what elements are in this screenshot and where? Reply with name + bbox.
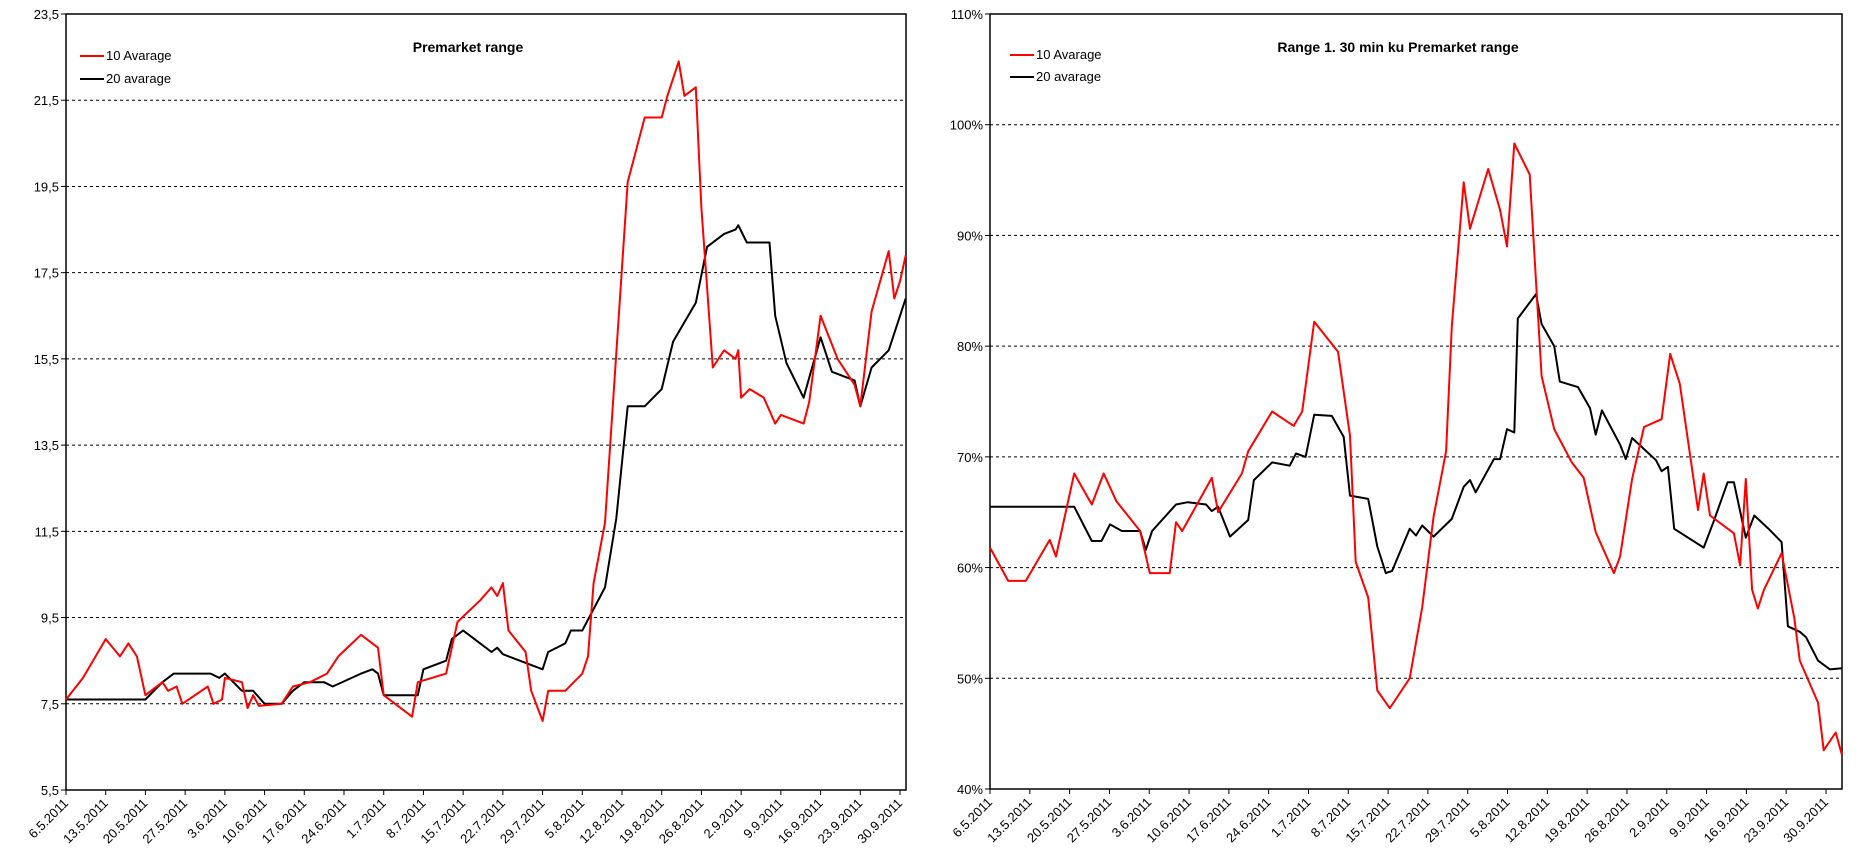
y-tick-label: 17,5	[34, 266, 59, 281]
plot-area-frame	[65, 13, 907, 791]
chart-title: Premarket range	[413, 39, 524, 55]
y-tick-label: 23,5	[34, 7, 59, 22]
y-tick-label: 11,5	[35, 524, 59, 539]
premarket-range-chart: 5,57,59,511,513,515,517,519,521,523,56.5…	[25, 7, 907, 846]
y-tick-label: 80%	[957, 339, 983, 354]
x-tick-label: 2.9.2011	[1626, 795, 1672, 841]
y-tick-label: 40%	[957, 782, 983, 797]
y-tick-label: 60%	[957, 561, 983, 576]
series-line-10-avarage	[989, 142, 1843, 755]
x-tick-label: 2.9.2011	[701, 796, 747, 842]
y-tick-label: 7,5	[41, 697, 59, 712]
y-tick-label: 110%	[951, 7, 984, 22]
y-tick-label: 100%	[950, 118, 984, 133]
legend-label-20-avarage: 20 avarage	[1036, 69, 1101, 84]
plot-area-frame	[989, 13, 1843, 790]
chart-title: Range 1. 30 min ku Premarket range	[1277, 39, 1518, 55]
y-tick-label: 15,5	[34, 352, 59, 367]
y-tick-label: 13,5	[34, 438, 59, 453]
series-line-10-avarage	[65, 60, 907, 722]
y-tick-label: 50%	[957, 671, 983, 686]
series-line-20-avarage	[990, 293, 1842, 671]
legend-label-10-avarage: 10 Avarage	[106, 48, 172, 63]
legend-label-10-avarage: 10 Avarage	[1036, 47, 1102, 62]
y-tick-label: 5,5	[41, 783, 59, 798]
y-tick-label: 70%	[957, 450, 983, 465]
range-30min-chart: 40%50%60%70%80%90%100%110%6.5.201113.5.2…	[949, 7, 1843, 845]
legend-label-20-avarage: 20 avarage	[106, 71, 171, 86]
y-tick-label: 90%	[957, 228, 983, 243]
y-tick-label: 19,5	[34, 179, 59, 194]
x-tick-label: 1.7.2011	[343, 796, 389, 842]
x-tick-label: 1.7.2011	[1268, 795, 1314, 841]
y-tick-label: 9,5	[41, 611, 59, 626]
y-tick-label: 21,5	[34, 93, 59, 108]
series-line-20-avarage	[66, 224, 907, 705]
